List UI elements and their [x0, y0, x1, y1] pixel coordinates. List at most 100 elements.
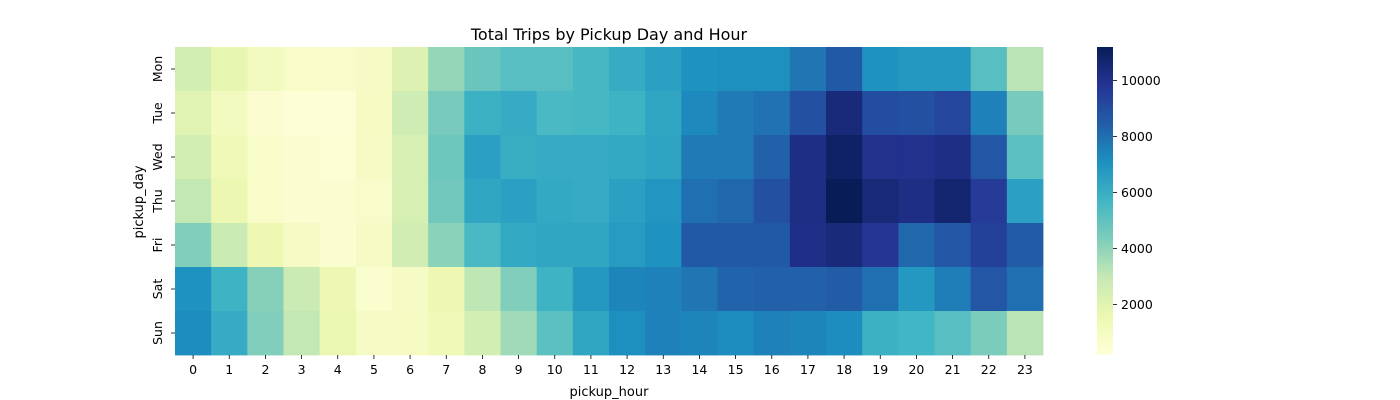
heatmap-cell-wed-4: [319, 135, 357, 180]
x-tick-label: 2: [261, 362, 269, 377]
heatmap-cell-wed-17: [789, 135, 827, 180]
heatmap-cell-wed-2: [247, 135, 284, 180]
heatmap-cell-fri-16: [753, 223, 791, 268]
colorbar-gradient: [1097, 47, 1113, 355]
heatmap-cell-fri-8: [464, 223, 501, 268]
x-tick-label: 14: [691, 362, 707, 377]
heatmap-cell-thu-3: [283, 179, 321, 224]
heatmap-cell-sat-17: [789, 267, 827, 312]
heatmap-cell-mon-4: [319, 47, 357, 92]
heatmap-cell-fri-9: [500, 223, 538, 268]
heatmap-cell-sat-2: [247, 267, 284, 312]
heatmap-cell-thu-11: [572, 179, 610, 224]
x-tick-label: 5: [370, 362, 378, 377]
heatmap-cell-wed-19: [862, 135, 899, 180]
heatmap-cell-tue-4: [319, 91, 357, 136]
heatmap-cell-mon-8: [464, 47, 501, 92]
heatmap-cell-mon-16: [753, 47, 791, 92]
heatmap-cell-fri-14: [681, 223, 718, 268]
heatmap-cell-mon-13: [645, 47, 682, 92]
x-axis-ticks: 0 1 2 3 4 5 6 7 8 9 10 11 12 13 14 15 16 17 18 19 20 21 22 23: [189, 355, 1033, 377]
heatmap-cell-mon-1: [211, 47, 248, 92]
heatmap-cell-sun-16: [753, 311, 791, 356]
y-axis-label: pickup_day: [132, 165, 147, 238]
heatmap-cell-wed-8: [464, 135, 501, 180]
heatmap-cell-tue-11: [572, 91, 610, 136]
heatmap-cell-mon-18: [826, 47, 863, 92]
heatmap-cell-sun-21: [934, 311, 972, 356]
heatmap-cell-fri-5: [355, 223, 393, 268]
heatmap-cell-tue-1: [211, 91, 248, 136]
heatmap-cell-fri-15: [717, 223, 755, 268]
chart-title: Total Trips by Pickup Day and Hour: [470, 25, 748, 44]
heatmap-cell-sun-18: [826, 311, 863, 356]
heatmap-cell-wed-15: [717, 135, 755, 180]
colorbar-tick-label: 4000: [1121, 241, 1153, 256]
y-tick-label: Fri: [150, 238, 165, 253]
heatmap-cell-sat-10: [536, 267, 574, 312]
heatmap-cell-wed-23: [1006, 135, 1044, 180]
x-tick-label: 21: [945, 362, 961, 377]
heatmap-cell-tue-7: [428, 91, 465, 136]
heatmap-cell-fri-23: [1006, 223, 1044, 268]
heatmap-cell-tue-19: [862, 91, 899, 136]
heatmap-cell-thu-8: [464, 179, 501, 224]
heatmap-cell-sun-3: [283, 311, 321, 356]
x-tick-label: 4: [334, 362, 342, 377]
heatmap-cell-tue-21: [934, 91, 972, 136]
x-tick-label: 20: [908, 362, 924, 377]
y-tick-label: Sun: [150, 321, 165, 345]
heatmap-cell-thu-0: [175, 179, 212, 224]
heatmap-cell-tue-5: [355, 91, 393, 136]
heatmap-cell-mon-15: [717, 47, 755, 92]
x-tick-label: 22: [981, 362, 997, 377]
x-tick-label: 13: [655, 362, 671, 377]
heatmap-cell-wed-18: [826, 135, 863, 180]
heatmap-cell-sun-15: [717, 311, 755, 356]
y-axis-ticks: Mon Tue Wed Thu Fri Sat Sun: [150, 56, 175, 345]
heatmap-cell-fri-20: [898, 223, 935, 268]
heatmap-cell-wed-20: [898, 135, 935, 180]
heatmap-cell-sun-4: [319, 311, 357, 356]
heatmap-cell-thu-1: [211, 179, 248, 224]
heatmap-cell-wed-12: [609, 135, 646, 180]
heatmap-cell-sat-8: [464, 267, 501, 312]
heatmap-cell-tue-22: [970, 91, 1008, 136]
heatmap-cell-sat-18: [826, 267, 863, 312]
heatmap-cell-sun-7: [428, 311, 465, 356]
heatmap-cell-sun-10: [536, 311, 574, 356]
heatmap-cell-mon-5: [355, 47, 393, 92]
heatmap-cell-sat-13: [645, 267, 682, 312]
heatmap-cell-sun-17: [789, 311, 827, 356]
heatmap-cell-sun-1: [211, 311, 248, 356]
heatmap-cell-fri-1: [211, 223, 248, 268]
x-tick-label: 16: [764, 362, 780, 377]
colorbar-tick-label: 8000: [1121, 129, 1153, 144]
heatmap-cell-thu-15: [717, 179, 755, 224]
x-tick-label: 17: [800, 362, 816, 377]
heatmap-cell-wed-10: [536, 135, 574, 180]
heatmap-cell-wed-11: [572, 135, 610, 180]
heatmap-cell-mon-22: [970, 47, 1008, 92]
heatmap-cell-wed-9: [500, 135, 538, 180]
heatmap-cell-wed-1: [211, 135, 248, 180]
heatmap-cell-tue-18: [826, 91, 863, 136]
heatmap-cell-mon-20: [898, 47, 935, 92]
x-tick-label: 23: [1017, 362, 1033, 377]
heatmap-cell-fri-13: [645, 223, 682, 268]
heatmap-cell-sat-22: [970, 267, 1008, 312]
heatmap-cell-thu-6: [392, 179, 429, 224]
y-tick-label: Thu: [150, 189, 165, 213]
heatmap-cell-thu-19: [862, 179, 899, 224]
x-tick-label: 6: [406, 362, 414, 377]
heatmap-cell-sat-7: [428, 267, 465, 312]
heatmap-cell-tue-8: [464, 91, 501, 136]
x-tick-label: 7: [442, 362, 450, 377]
heatmap-cell-tue-23: [1006, 91, 1044, 136]
heatmap-cell-tue-10: [536, 91, 574, 136]
x-tick-label: 8: [478, 362, 486, 377]
heatmap-cell-fri-10: [536, 223, 574, 268]
heatmap-cell-sun-12: [609, 311, 646, 356]
heatmap-cell-thu-10: [536, 179, 574, 224]
